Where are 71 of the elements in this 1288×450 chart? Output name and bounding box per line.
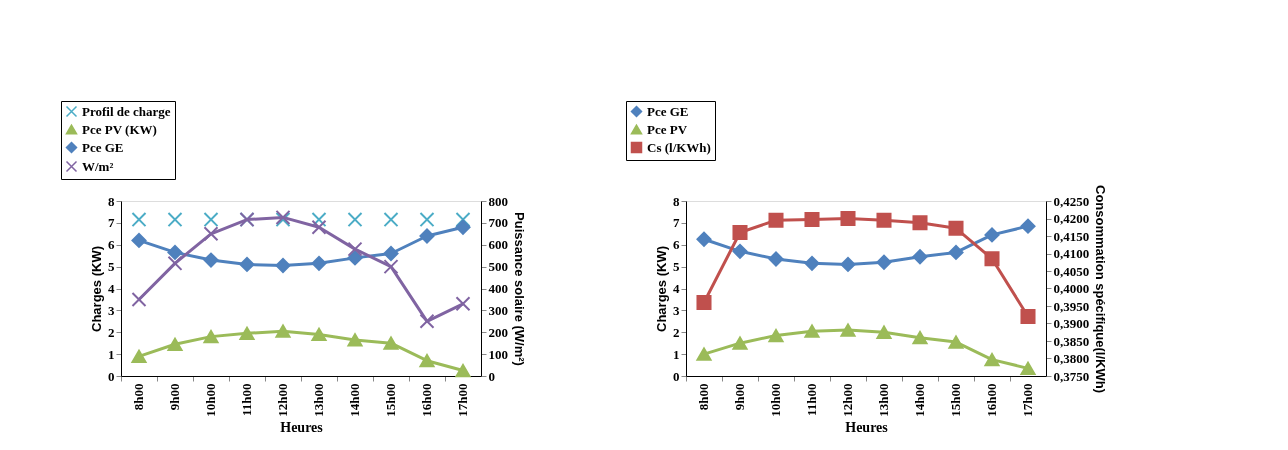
x-tick-label: 13h00 — [311, 383, 326, 417]
y-tick-label: 1 — [673, 346, 680, 362]
legend-label: Profil de charge — [82, 103, 171, 119]
y2-tick-label: 0,4050 — [1053, 263, 1090, 279]
x-tick-label: 16h00 — [984, 383, 999, 417]
y2-tick-label: 800 — [488, 193, 508, 209]
x-tick-label: 14h00 — [347, 383, 362, 417]
y2-tick-label: 0,3750 — [1053, 368, 1090, 384]
x-tick-label: 11h00 — [804, 383, 819, 417]
legend-label: W/m² — [82, 158, 114, 174]
x-tick-label: 13h00 — [876, 383, 891, 417]
legend-label: Pce PV (KW) — [82, 121, 157, 137]
y2-tick-label: 100 — [488, 346, 508, 362]
y2-axis-title: Puissance solaire (W/m²) — [512, 212, 527, 366]
legend-label: Cs (l/KWh) — [647, 139, 711, 155]
legend-label: Pce GE — [647, 103, 689, 119]
y2-tick-label: 0,4200 — [1053, 211, 1090, 226]
y-tick-label: 2 — [673, 324, 680, 340]
y2-tick-label: 0,4250 — [1053, 193, 1090, 209]
y2-tick-label: 0,4150 — [1053, 228, 1090, 244]
y-tick-label: 1 — [108, 346, 115, 362]
x-tick-label: 16h00 — [419, 383, 434, 417]
x-tick-label: 10h00 — [768, 383, 783, 417]
x-tick-label: 12h00 — [275, 383, 290, 417]
y-tick-label: 2 — [108, 324, 115, 340]
y-tick-label: 5 — [673, 259, 680, 275]
x-axis-title: Heures — [845, 419, 889, 435]
y2-tick-label: 400 — [488, 281, 508, 296]
x-tick-label: 17h00 — [1020, 383, 1035, 417]
y-tick-label: 8 — [673, 193, 680, 209]
y-axis-title: Charges (KW) — [89, 246, 104, 332]
y-tick-label: 6 — [108, 237, 115, 253]
x-tick-label: 8h00 — [696, 383, 711, 411]
x-tick-label: 15h00 — [948, 383, 963, 417]
legend-label: Pce GE — [82, 139, 124, 155]
y-tick-label: 4 — [673, 281, 680, 296]
y2-tick-label: 600 — [488, 237, 508, 253]
x-tick-label: 11h00 — [239, 383, 254, 417]
y2-tick-label: 0 — [488, 368, 495, 384]
legend-label: Pce PV — [647, 121, 688, 137]
x-tick-label: 8h00 — [131, 383, 146, 411]
y2-tick-label: 0,3950 — [1053, 298, 1090, 314]
y-tick-label: 4 — [108, 281, 115, 296]
x-tick-label: 17h00 — [455, 383, 470, 417]
y-axis-title: Charges (KW) — [654, 246, 669, 332]
x-axis-title: Heures — [280, 419, 324, 435]
y2-tick-label: 0,4100 — [1053, 246, 1090, 261]
y-tick-label: 3 — [673, 302, 680, 318]
x-tick-label: 12h00 — [840, 383, 855, 417]
y-tick-label: 7 — [108, 215, 115, 231]
y2-tick-label: 0,3850 — [1053, 333, 1090, 349]
y2-tick-label: 0,3900 — [1053, 316, 1090, 331]
y-tick-label: 7 — [673, 215, 680, 231]
y2-tick-label: 0,4000 — [1053, 281, 1090, 296]
y2-tick-label: 500 — [488, 259, 508, 275]
y-tick-label: 3 — [108, 302, 115, 318]
x-tick-label: 9h00 — [167, 383, 182, 411]
x-tick-label: 10h00 — [203, 383, 218, 417]
y-tick-label: 0 — [673, 368, 680, 384]
y-tick-label: 0 — [108, 368, 115, 384]
y2-tick-label: 200 — [488, 324, 508, 340]
x-tick-label: 15h00 — [383, 383, 398, 417]
y2-tick-label: 0,3800 — [1053, 351, 1090, 366]
x-tick-label: 9h00 — [732, 383, 747, 411]
y2-tick-label: 300 — [488, 302, 508, 318]
y2-axis-title: Consommation spécifique(l/KWh) — [1093, 185, 1109, 393]
y-tick-label: 6 — [673, 237, 680, 253]
y-tick-label: 8 — [108, 193, 115, 209]
y-tick-label: 5 — [108, 259, 115, 275]
y2-tick-label: 700 — [488, 215, 508, 231]
x-tick-label: 14h00 — [912, 383, 927, 417]
